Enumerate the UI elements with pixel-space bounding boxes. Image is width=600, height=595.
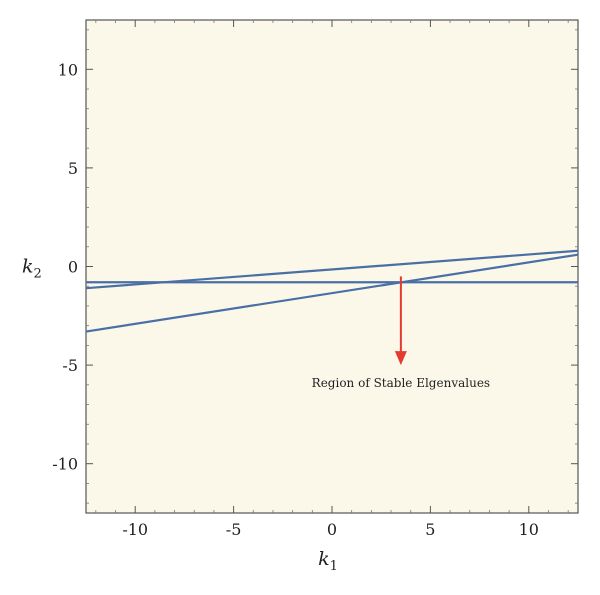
x-tick-label: -10 [122, 520, 148, 539]
y-tick-label: -5 [62, 356, 78, 375]
y-axis-title: k2 [22, 256, 42, 282]
x-tick-label: 5 [425, 520, 435, 539]
y-tick-label: 5 [68, 159, 78, 178]
y-tick-label: -10 [52, 455, 78, 474]
y-tick-label: 10 [58, 60, 78, 79]
x-axis-title-sub: 1 [330, 559, 338, 574]
y-tick-label: 0 [68, 258, 78, 277]
x-tick-label: 0 [327, 520, 337, 539]
annotation-label: Region of Stable Elgenvalues [312, 376, 490, 390]
x-tick-label: -5 [226, 520, 242, 539]
x-axis-title-main: k [318, 548, 330, 570]
y-axis-title-sub: 2 [34, 267, 42, 282]
x-tick-label: 10 [519, 520, 539, 539]
annotation-arrow-head [394, 351, 407, 366]
series-line-2 [85, 253, 579, 333]
y-axis-title-main: k [22, 256, 34, 278]
x-axis-title: k1 [318, 548, 338, 574]
